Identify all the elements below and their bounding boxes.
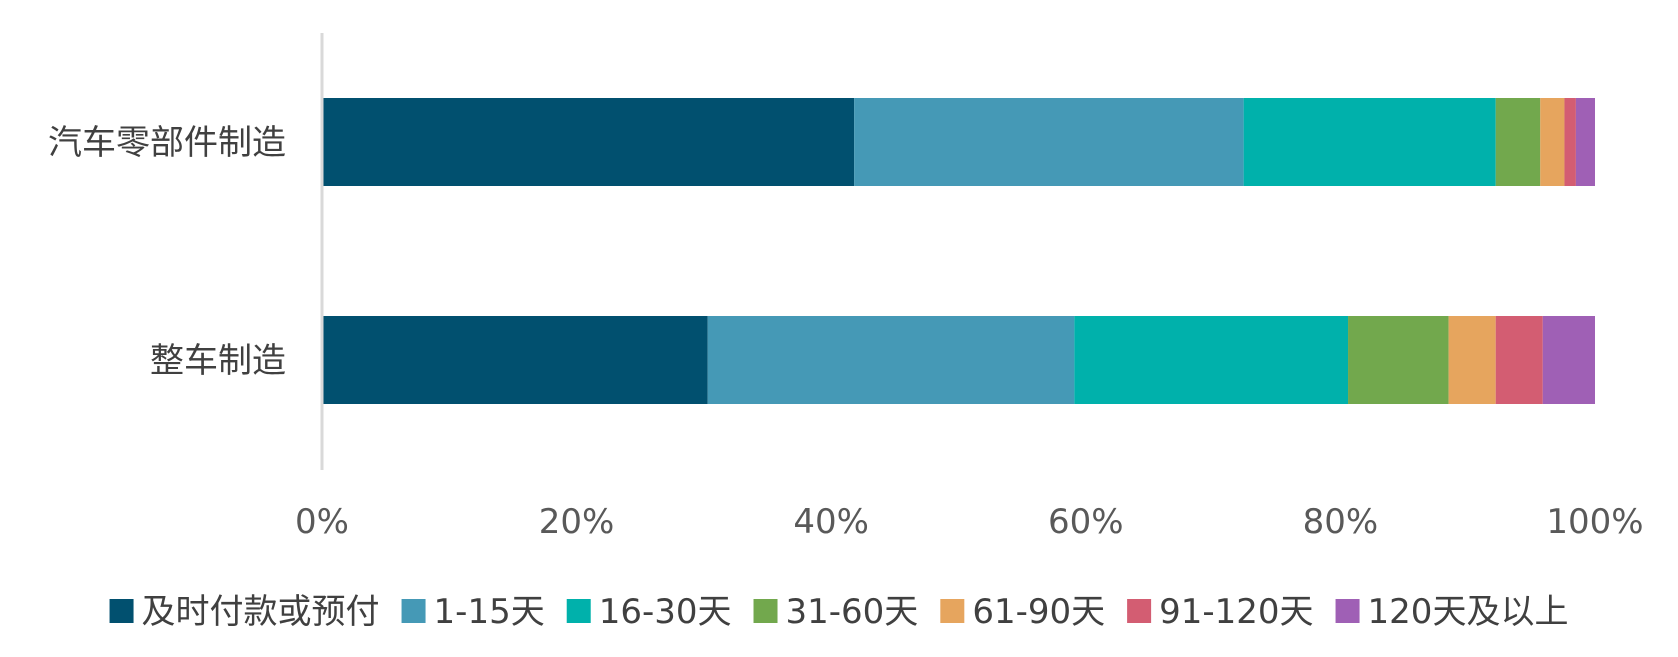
- bar-segment: [1348, 316, 1449, 404]
- legend-label: 1-15天: [434, 592, 545, 632]
- bar-segment: [1074, 316, 1349, 404]
- bar-segment: [1575, 98, 1595, 186]
- legend-swatch: [753, 599, 778, 623]
- x-tick-labels: 0% 20% 40% 60% 80% 100%: [295, 502, 1644, 542]
- bar-segment: [1448, 316, 1496, 404]
- bar-segment: [854, 98, 1244, 186]
- legend-swatch: [1335, 599, 1360, 623]
- legend-swatch: [401, 599, 426, 623]
- category-label: 整车制造: [150, 341, 286, 381]
- bar-segment: [322, 316, 708, 404]
- legend-label: 16-30天: [599, 592, 732, 632]
- legend-swatch: [1127, 599, 1152, 623]
- x-tick-label: 80%: [1303, 502, 1379, 542]
- bar-segment: [322, 98, 855, 186]
- bar-segment: [1564, 98, 1576, 186]
- x-tick-label: 20%: [539, 502, 615, 542]
- x-tick-label: 100%: [1546, 502, 1643, 542]
- bar-segment: [1243, 98, 1496, 186]
- legend-swatch: [566, 599, 591, 623]
- legend-label: 120天及以上: [1368, 592, 1569, 632]
- legend: 及时付款或预付 1-15天 16-30天 31-60天 61-90天 91-120天 120…: [109, 592, 1569, 632]
- legend-label: 91-120天: [1159, 592, 1313, 632]
- bar-segment: [1495, 316, 1543, 404]
- bar-segment: [707, 316, 1075, 404]
- category-label: 汽车零部件制造: [48, 123, 286, 163]
- x-tick-label: 0%: [295, 502, 349, 542]
- bar-segment: [1495, 98, 1541, 186]
- legend-swatch: [940, 599, 965, 623]
- legend-swatch: [109, 599, 134, 623]
- legend-label: 及时付款或预付: [142, 592, 380, 632]
- x-tick-label: 60%: [1048, 502, 1124, 542]
- bar-segment: [1542, 316, 1595, 404]
- legend-label: 61-90天: [972, 592, 1105, 632]
- bars-group: [322, 98, 1595, 404]
- x-tick-label: 40%: [793, 502, 869, 542]
- legend-label: 31-60天: [786, 592, 919, 632]
- bar-segment: [1540, 98, 1565, 186]
